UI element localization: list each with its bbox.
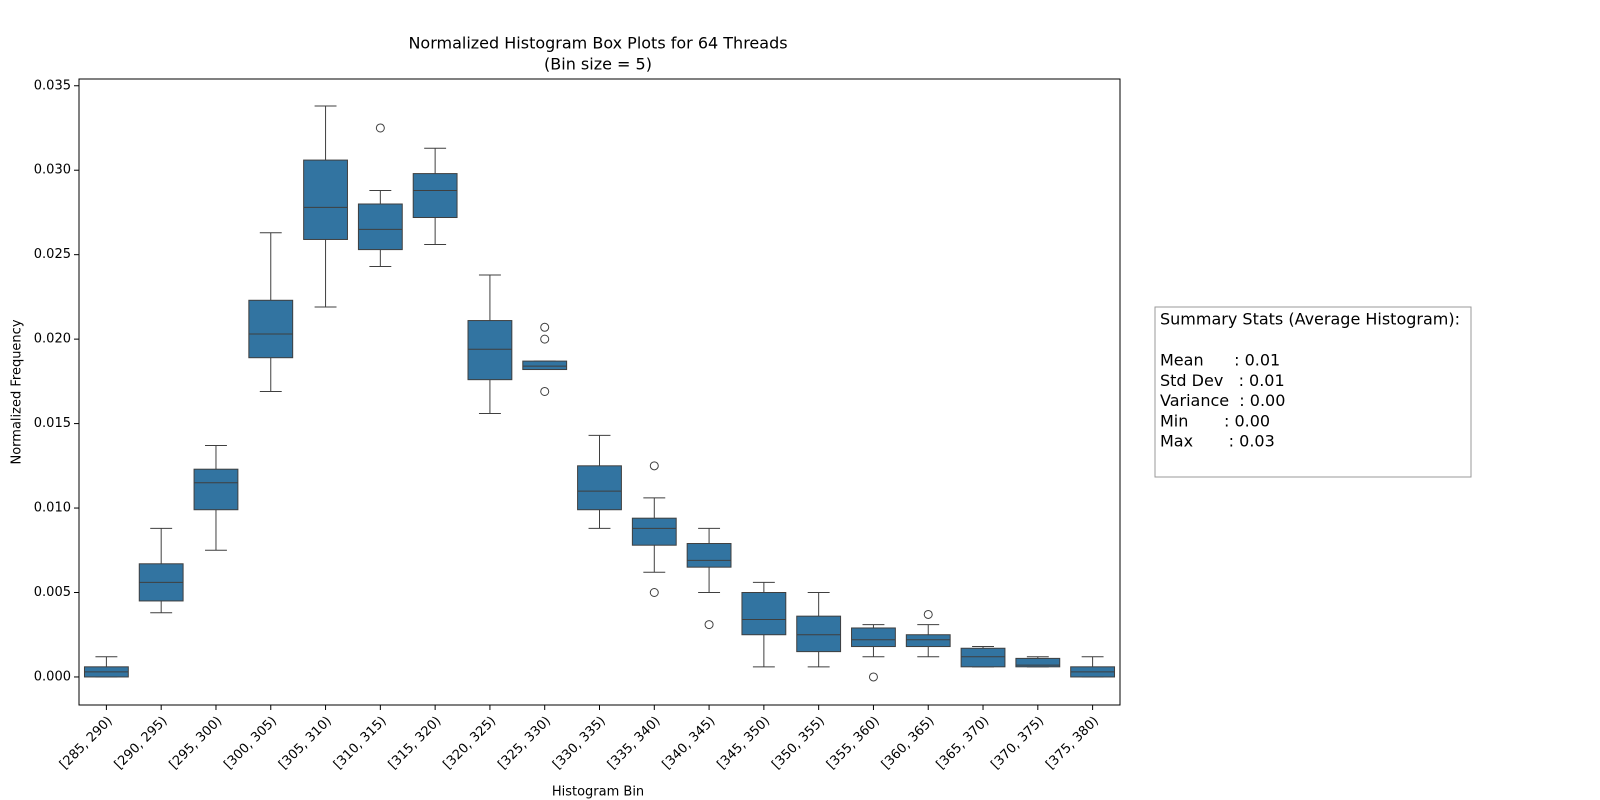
stats-line: Mean : 0.01 — [1160, 351, 1280, 370]
box — [960, 647, 1006, 668]
y-tick-label: 0.000 — [34, 669, 71, 684]
y-tick-label: 0.025 — [34, 247, 71, 262]
y-tick-label: 0.015 — [34, 416, 71, 431]
outlier — [704, 620, 714, 630]
box — [412, 173, 458, 219]
stats-line: Min : 0.00 — [1160, 411, 1270, 430]
x-tick-label: [340, 345) — [660, 714, 719, 773]
box — [631, 517, 677, 546]
box — [577, 465, 622, 511]
x-tick-label: [310, 315) — [331, 714, 390, 773]
box — [686, 543, 732, 568]
box — [796, 615, 842, 653]
box — [303, 159, 348, 240]
chart-title: Normalized Histogram Box Plots for 64 Th… — [408, 34, 787, 53]
stats-box — [1154, 306, 1472, 478]
x-tick-label: [335, 340) — [605, 714, 664, 773]
outlier — [375, 123, 385, 133]
outlier — [868, 672, 878, 682]
stats-line: Std Dev : 0.01 — [1160, 371, 1285, 390]
x-tick-label: [320, 325) — [441, 714, 500, 773]
box — [248, 299, 294, 359]
box — [741, 592, 787, 636]
x-tick-label: [285, 290) — [57, 714, 116, 773]
x-tick-label: [365, 370) — [934, 714, 993, 773]
outlier — [649, 588, 659, 598]
x-tick-label: [360, 365) — [879, 714, 938, 773]
chart-subtitle: (Bin size = 5) — [544, 55, 652, 74]
box — [193, 468, 239, 511]
x-tick-label: [290, 295) — [112, 714, 171, 773]
y-tick-label: 0.005 — [34, 585, 71, 600]
outlier — [649, 461, 659, 471]
y-tick-label: 0.030 — [34, 163, 71, 178]
x-axis-label: Histogram Bin — [552, 785, 644, 800]
stats-line: Max : 0.03 — [1160, 432, 1275, 451]
outlier — [540, 322, 550, 332]
y-tick-label: 0.035 — [34, 78, 71, 93]
x-tick-label: [355, 360) — [824, 714, 883, 773]
x-tick-label: [295, 300) — [167, 714, 226, 773]
x-tick-label: [350, 355) — [769, 714, 828, 773]
x-tick-label: [330, 335) — [550, 714, 609, 773]
x-tick-label: [345, 350) — [714, 714, 773, 773]
box — [851, 627, 896, 648]
outlier — [540, 386, 550, 396]
y-tick-label: 0.010 — [34, 501, 71, 516]
x-tick-label: [325, 330) — [495, 714, 554, 773]
plot-frame — [78, 78, 1121, 706]
box — [467, 320, 513, 381]
box — [905, 634, 951, 648]
stats-title: Summary Stats (Average Histogram): — [1160, 310, 1460, 329]
x-tick-label: [300, 305) — [221, 714, 280, 773]
x-tick-label: [370, 375) — [988, 714, 1047, 773]
y-tick-label: 0.020 — [34, 332, 71, 347]
box — [1015, 657, 1061, 668]
stats-line: Variance : 0.00 — [1160, 391, 1285, 410]
x-tick-label: [305, 310) — [276, 714, 335, 773]
y-axis-label: Normalized Frequency — [10, 319, 25, 464]
x-tick-label: [375, 380) — [1043, 714, 1102, 773]
x-tick-label: [315, 320) — [386, 714, 445, 773]
outlier — [923, 609, 933, 619]
outlier — [540, 334, 550, 344]
box — [357, 203, 403, 251]
box — [522, 360, 568, 371]
